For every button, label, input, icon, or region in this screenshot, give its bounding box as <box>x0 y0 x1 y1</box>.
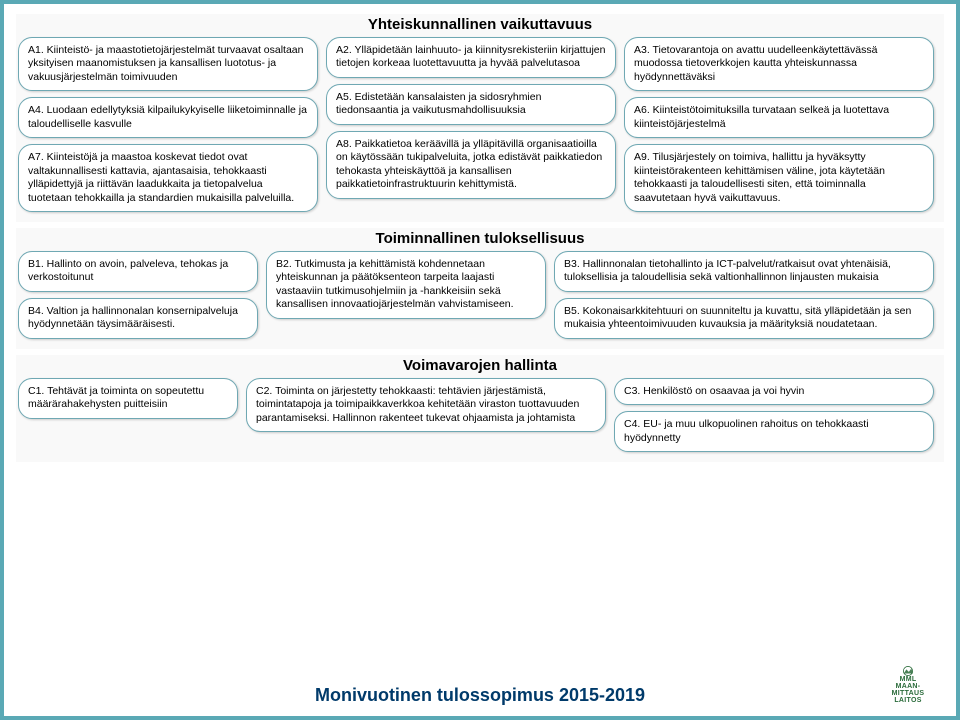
logo-line3: MITTAUS <box>892 690 925 697</box>
box-c3: C3. Henkilöstö on osaavaa ja voi hyvin <box>614 378 934 405</box>
logo-line4: LAITOS <box>894 697 921 704</box>
box-a3: A3. Tietovarantoja on avattu uudelleenkä… <box>624 37 934 91</box>
logo-line1: MML <box>900 676 917 683</box>
footer-title: Monivuotinen tulossopimus 2015-2019 <box>16 679 944 708</box>
section-c: Voimavarojen hallinta C1. Tehtävät ja to… <box>16 355 944 462</box>
box-b1: B1. Hallinto on avoin, palveleva, tehoka… <box>18 251 258 292</box>
section-a: Yhteiskunnallinen vaikuttavuus A1. Kiint… <box>16 14 944 222</box>
section-b: Toiminnallinen tuloksellisuus B1. Hallin… <box>16 228 944 349</box>
box-a4: A4. Luodaan edellytyksiä kilpailukykyise… <box>18 97 318 138</box>
section-c-title: Voimavarojen hallinta <box>18 357 942 374</box>
box-b3: B3. Hallinnonalan tietohallinto ja ICT-p… <box>554 251 934 292</box>
logo-text: MML MAAN- MITTAUS LAITOS <box>892 676 925 704</box>
section-a-row: A1. Kiinteistö- ja maastotietojärjestelm… <box>18 37 942 212</box>
section-a-title: Yhteiskunnallinen vaikuttavuus <box>18 16 942 33</box>
mml-logo: MML MAAN- MITTAUS LAITOS <box>878 666 938 704</box>
col-a-right: A3. Tietovarantoja on avattu uudelleenkä… <box>624 37 934 212</box>
box-b5: B5. Kokonaisarkkitehtuuri on suunniteltu… <box>554 298 934 339</box>
col-c-right: C3. Henkilöstö on osaavaa ja voi hyvin C… <box>614 378 934 452</box>
box-b4: B4. Valtion ja hallinnonalan konsernipal… <box>18 298 258 339</box>
box-a7: A7. Kiinteistöjä ja maastoa koskevat tie… <box>18 144 318 212</box>
box-a2: A2. Ylläpidetään lainhuuto- ja kiinnitys… <box>326 37 616 78</box>
col-a-mid: A2. Ylläpidetään lainhuuto- ja kiinnitys… <box>326 37 616 212</box>
col-c-mid: C2. Toiminta on järjestetty tehokkaasti:… <box>246 378 606 452</box>
section-b-title: Toiminnallinen tuloksellisuus <box>18 230 942 247</box>
box-b2: B2. Tutkimusta ja kehittämistä kohdennet… <box>266 251 546 319</box>
box-a6: A6. Kiinteistötoimituksilla turvataan se… <box>624 97 934 138</box>
section-c-row: C1. Tehtävät ja toiminta on sopeutettu m… <box>18 378 942 452</box>
col-b-right: B3. Hallinnonalan tietohallinto ja ICT-p… <box>554 251 934 339</box>
col-a-left: A1. Kiinteistö- ja maastotietojärjestelm… <box>18 37 318 212</box>
logo-mark-icon <box>891 666 925 676</box>
box-a9: A9. Tilusjärjestely on toimiva, hallittu… <box>624 144 934 212</box>
col-b-left: B1. Hallinto on avoin, palveleva, tehoka… <box>18 251 258 339</box>
box-c4: C4. EU- ja muu ulkopuolinen rahoitus on … <box>614 411 934 452</box>
box-c1: C1. Tehtävät ja toiminta on sopeutettu m… <box>18 378 238 419</box>
col-b-mid: B2. Tutkimusta ja kehittämistä kohdennet… <box>266 251 546 339</box>
section-b-row: B1. Hallinto on avoin, palveleva, tehoka… <box>18 251 942 339</box>
col-c-left: C1. Tehtävät ja toiminta on sopeutettu m… <box>18 378 238 452</box>
box-a5: A5. Edistetään kansalaisten ja sidosryhm… <box>326 84 616 125</box>
logo-line2: MAAN- <box>896 683 921 690</box>
box-c2: C2. Toiminta on järjestetty tehokkaasti:… <box>246 378 606 432</box>
box-a8: A8. Paikkatietoa keräävillä ja ylläpitäv… <box>326 131 616 199</box>
box-a1: A1. Kiinteistö- ja maastotietojärjestelm… <box>18 37 318 91</box>
